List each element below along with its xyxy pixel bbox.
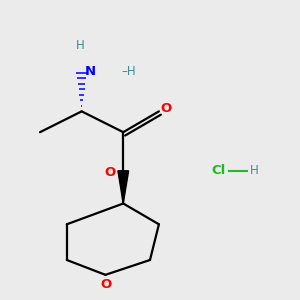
Text: H: H [76, 40, 85, 52]
Text: –H: –H [122, 65, 136, 78]
Text: N: N [85, 65, 96, 78]
Text: Cl: Cl [211, 164, 226, 177]
Text: O: O [100, 278, 112, 291]
Polygon shape [118, 171, 129, 203]
Text: H: H [250, 164, 258, 177]
Text: O: O [161, 102, 172, 115]
Text: O: O [104, 166, 116, 179]
